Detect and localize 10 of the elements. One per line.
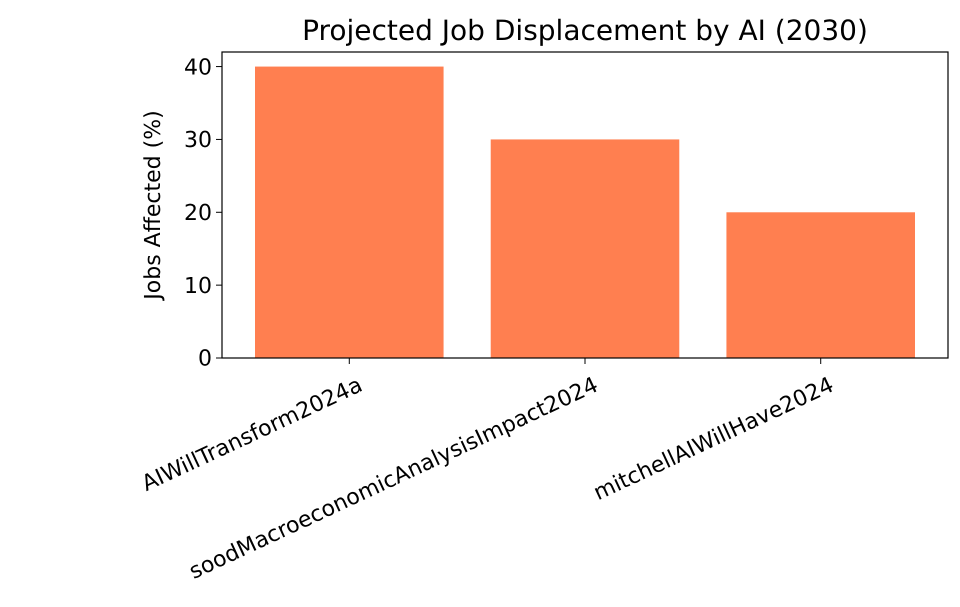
y-tick-label: 20 xyxy=(184,200,212,226)
y-tick-label: 30 xyxy=(184,128,212,154)
bar xyxy=(490,139,680,358)
y-tick-label: 10 xyxy=(184,274,212,299)
bar xyxy=(726,212,915,358)
y-tick-label: 40 xyxy=(184,55,212,80)
y-axis-title: Jobs Affected (%) xyxy=(141,110,166,302)
y-tick-label: 0 xyxy=(198,346,212,372)
bar xyxy=(255,66,444,358)
chart-title: Projected Job Displacement by AI (2030) xyxy=(302,14,868,47)
